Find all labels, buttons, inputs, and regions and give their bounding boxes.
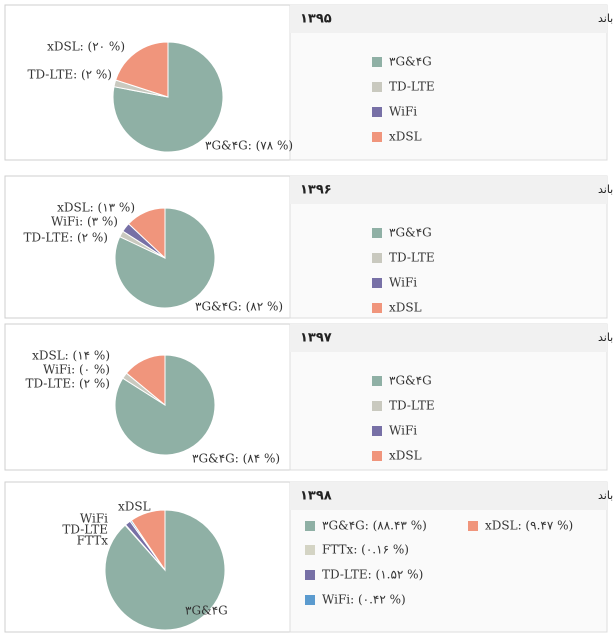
legend-swatch bbox=[305, 595, 315, 605]
legend-label: xDSL bbox=[389, 130, 422, 144]
chart-title: مقایسه فناوری های دسترسی به اینترنت پهن … bbox=[598, 331, 614, 344]
panel-header bbox=[290, 324, 607, 352]
legend-label: xDSL bbox=[389, 449, 422, 463]
slice-label: FTTx bbox=[77, 534, 109, 548]
legend-swatch bbox=[372, 57, 382, 67]
legend-label: TD-LTE: (۱.۵۲ %) bbox=[322, 568, 423, 582]
slice-label: ۳G&۴G bbox=[185, 604, 228, 618]
legend-swatch bbox=[372, 253, 382, 263]
slice-label: WiFi bbox=[80, 512, 108, 526]
legend-swatch bbox=[305, 570, 315, 580]
legend-swatch bbox=[372, 278, 382, 288]
legend-swatch bbox=[372, 132, 382, 142]
legend-swatch bbox=[372, 303, 382, 313]
legend-swatch bbox=[372, 107, 382, 117]
panel-header bbox=[290, 176, 607, 204]
slice-label: ۳G&۴G: (۸۲ %) bbox=[195, 300, 283, 314]
legend-swatch bbox=[468, 521, 478, 531]
panel-header bbox=[290, 5, 607, 33]
slice-label: TD-LTE: (۲ %) bbox=[27, 68, 112, 82]
pie-slice bbox=[130, 509, 166, 572]
slice-label: ۳G&۴G: (۷۸ %) bbox=[205, 139, 293, 153]
legend-label: TD-LTE bbox=[389, 399, 435, 413]
slice-label: TD-LTE: (۲ %) bbox=[25, 377, 110, 391]
chart-year: ۱۳۹۷ bbox=[300, 331, 332, 346]
slice-label: xDSL bbox=[118, 500, 151, 514]
chart-year: ۱۳۹۵ bbox=[300, 12, 332, 27]
legend-label: xDSL: (۹.۴۷ %) bbox=[485, 519, 573, 533]
legend-swatch bbox=[372, 82, 382, 92]
legend-label: TD-LTE bbox=[389, 80, 435, 94]
slice-label: TD-LTE bbox=[62, 523, 108, 537]
legend-label: WiFi: (۰.۴۲ %) bbox=[322, 593, 406, 607]
pie-slice bbox=[125, 354, 166, 407]
pie-slice bbox=[127, 207, 166, 260]
legend-swatch bbox=[305, 545, 315, 555]
legend-swatch bbox=[372, 426, 382, 436]
chart-year: ۱۳۹۸ bbox=[300, 489, 332, 504]
legend-label: ۳G&۴G bbox=[389, 55, 432, 69]
legend-swatch bbox=[372, 451, 382, 461]
legend-label: WiFi bbox=[389, 424, 417, 438]
chart-title: مقایسه فناوری های دسترسی به اینترنت پهن … bbox=[598, 489, 614, 502]
slice-label: xDSL: (۱۴ %) bbox=[32, 349, 110, 363]
legend-label: FTTx: (۰.۱۶ %) bbox=[322, 543, 409, 557]
legend-label: WiFi bbox=[389, 276, 417, 290]
chart-year: ۱۳۹۶ bbox=[300, 183, 332, 198]
slice-label: WiFi: (۳ %) bbox=[51, 215, 118, 229]
pie-slice bbox=[104, 509, 226, 631]
legend-label: xDSL bbox=[389, 301, 422, 315]
legend-label: WiFi bbox=[389, 105, 417, 119]
slice-label: WiFi: (۰ %) bbox=[43, 363, 110, 377]
legend-label: ۳G&۴G: (۸۸.۴۳ %) bbox=[322, 519, 427, 533]
slice-label: TD-LTE: (۲ %) bbox=[23, 231, 108, 245]
legend-swatch bbox=[372, 376, 382, 386]
legend-label: ۳G&۴G bbox=[389, 374, 432, 388]
legend-swatch bbox=[305, 521, 315, 531]
chart-title: مقایسه فناوری های دسترسی به اینترنت پهن … bbox=[598, 183, 614, 196]
legend-label: TD-LTE bbox=[389, 251, 435, 265]
legend-swatch bbox=[372, 401, 382, 411]
pie-slice bbox=[115, 41, 169, 98]
slice-label: ۳G&۴G: (۸۴ %) bbox=[192, 452, 280, 466]
panel-header bbox=[290, 482, 607, 510]
legend-swatch bbox=[372, 228, 382, 238]
chart-title: مقایسه فناوری های دسترسی به اینترنت پهن … bbox=[598, 12, 614, 25]
legend-label: ۳G&۴G bbox=[389, 226, 432, 240]
slice-label: xDSL: (۲۰ %) bbox=[47, 40, 125, 54]
slice-label: xDSL: (۱۳ %) bbox=[57, 201, 135, 215]
